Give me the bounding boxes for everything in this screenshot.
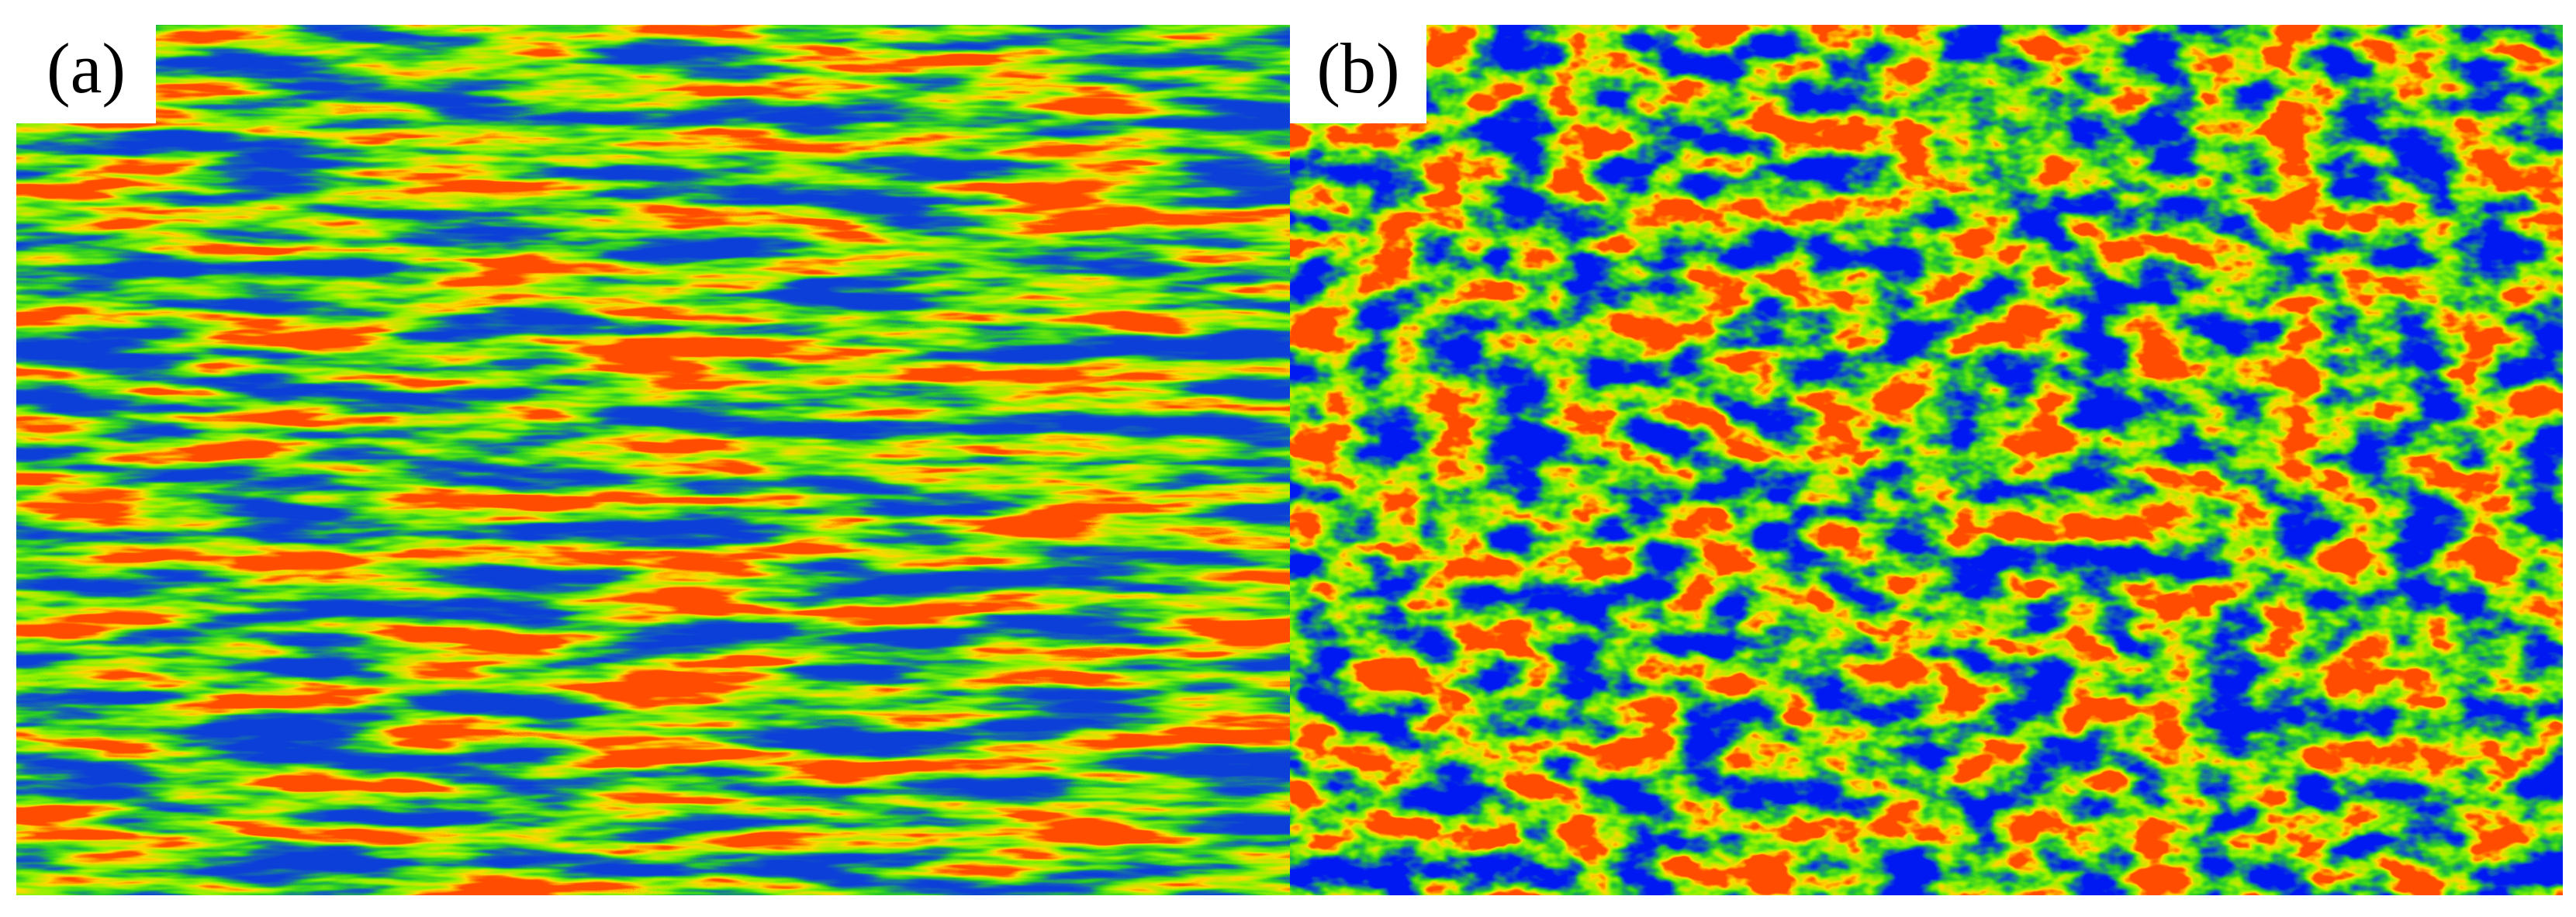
map-image <box>16 25 1290 895</box>
panel-b: (b) <box>1290 25 2563 895</box>
panel-label: (a) <box>47 29 126 108</box>
label-box <box>16 25 156 123</box>
panel-a: (a) <box>16 25 1290 895</box>
panel-label: (b) <box>1316 29 1399 108</box>
label-box <box>1290 25 1426 123</box>
map-image <box>1290 25 2563 895</box>
